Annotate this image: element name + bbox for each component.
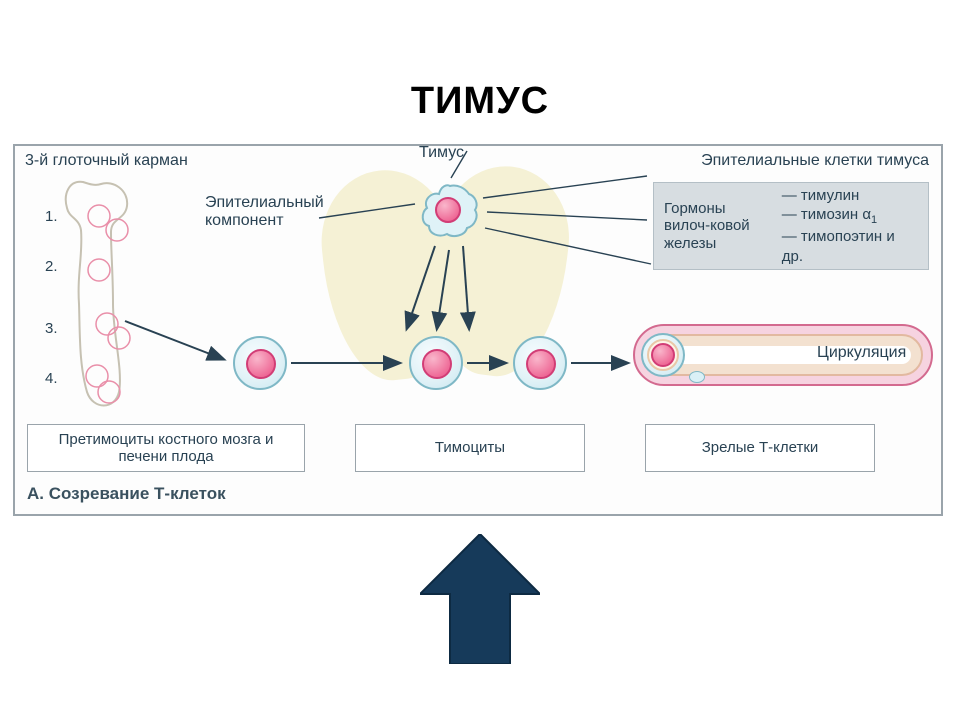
diagram-frame: 3-й глоточный карман Эпителиальный компо…: [13, 144, 943, 516]
label-pharyngeal-pouch: 3-й глоточный карман: [25, 152, 188, 170]
big-up-arrow-icon: [420, 534, 540, 664]
label-epithelial-cells: Эпителиальные клетки тимуса: [701, 152, 929, 170]
hormone-item: тимозин α1: [782, 205, 918, 227]
hormone-item: тимопоэтин и др.: [782, 227, 918, 266]
thymocyte-cell: [513, 336, 567, 390]
hormone-box: Гормоны вилоч-ковой железы тимулин тимоз…: [653, 182, 929, 270]
bone-number: 4.: [45, 370, 58, 387]
hormone-item: тимулин: [782, 186, 918, 206]
stage-box-mature-t: Зрелые Т-клетки: [645, 424, 875, 472]
stage-box-thymocytes: Тимоциты: [355, 424, 585, 472]
bone-number: 1.: [45, 208, 58, 225]
bone-number: 2.: [45, 258, 58, 275]
figure-caption: А. Созревание Т-клеток: [27, 484, 226, 504]
stage-box-pretimocytes: Претимоциты костного мозга и печени плод…: [27, 424, 305, 472]
pretimocyte-cell: [233, 336, 287, 390]
hormone-box-heading: Гормоны вилоч-ковой железы: [664, 200, 776, 252]
bone-number: 3.: [45, 320, 58, 337]
epithelial-cell-core: [435, 197, 461, 223]
label-epithelial-component: Эпителиальный компонент: [205, 194, 335, 229]
page-title: ТИМУС: [0, 80, 960, 123]
pharyngeal-bone: 1. 2. 3. 4.: [47, 174, 133, 414]
thymocyte-cell: [409, 336, 463, 390]
hormone-list: тимулин тимозин α1 тимопоэтин и др.: [776, 186, 918, 267]
label-circulation: Циркуляция: [817, 344, 906, 362]
mature-t-cell: [641, 333, 685, 377]
tiny-cell: [689, 371, 705, 383]
